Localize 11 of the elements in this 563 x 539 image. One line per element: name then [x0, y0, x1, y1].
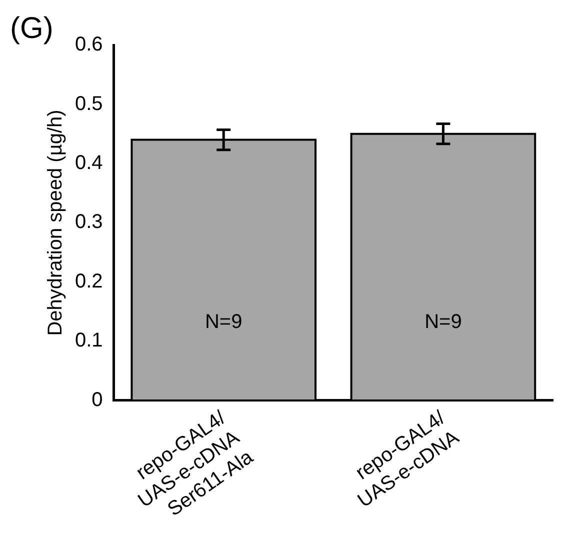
chart-title: (G)	[10, 12, 54, 46]
y-tick-label: 0	[92, 388, 103, 411]
y-tick-label: 0.4	[74, 152, 103, 174]
annotation: N=9	[204, 310, 242, 333]
y-tick-label: 0.5	[74, 92, 103, 115]
y-tick-label: 0.2	[74, 270, 103, 292]
y-axis-title: Dehydration speed (µg/h)	[44, 110, 67, 336]
y-tick-label: 0.3	[74, 211, 103, 234]
y-tick-label: 0.6	[74, 34, 103, 56]
y-tick-label: 0.1	[74, 330, 103, 352]
annotation: N=9	[424, 310, 462, 333]
